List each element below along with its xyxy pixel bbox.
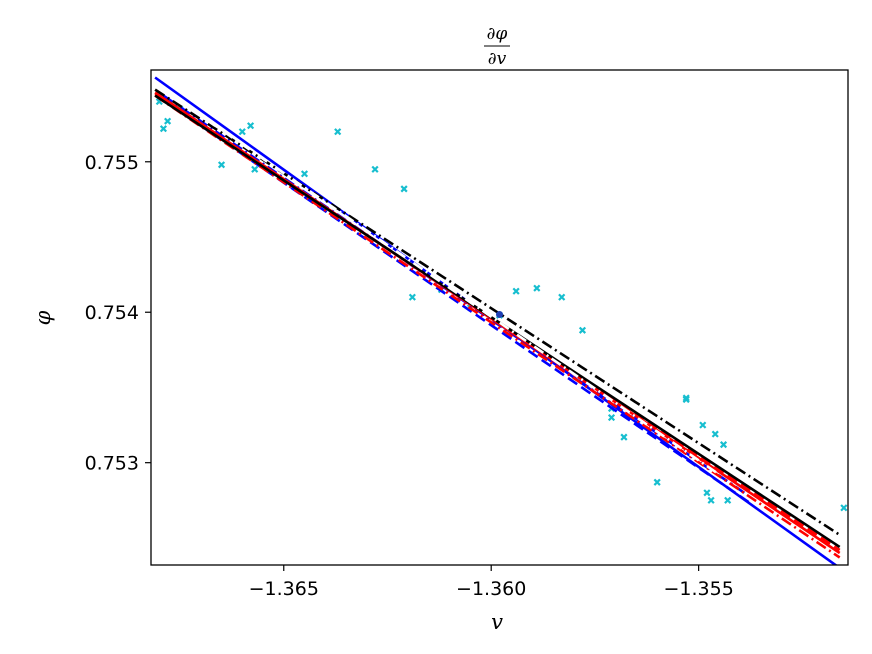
scatter-point [558, 293, 566, 301]
scatter-point [251, 165, 259, 173]
plot-frame [150, 69, 849, 566]
scatter-point [164, 117, 172, 125]
scatter-point [724, 496, 732, 504]
scatter-point [334, 128, 342, 136]
title-denominator: ∂v [488, 49, 507, 69]
x-tick-label: −1.360 [456, 578, 526, 600]
ticks-layer: −1.365 −1.360 −1.355 0.753 0.754 0.755 [85, 152, 734, 600]
scatter-point [620, 433, 628, 441]
scatter-point [703, 489, 711, 497]
x-tick-label: −1.355 [663, 578, 733, 600]
scatter-point [840, 504, 848, 512]
center-point [496, 310, 503, 318]
scatter-point [682, 394, 690, 402]
scatter-point [607, 413, 616, 422]
scatter-point [246, 122, 255, 130]
scatter-point [371, 165, 379, 173]
scatter-point [159, 125, 168, 133]
y-axis-label: φ [31, 310, 55, 325]
scatter-point [578, 326, 587, 334]
chart-title: ∂φ ∂v [484, 24, 510, 69]
x-tick-label: −1.365 [249, 578, 319, 600]
y-tick-label: 0.753 [85, 453, 139, 475]
title-numerator: ∂φ [487, 24, 508, 44]
scatter-point [300, 170, 309, 178]
y-tick-label: 0.755 [85, 152, 139, 174]
scatter-point [400, 185, 408, 193]
scatter-point [408, 293, 416, 301]
scatter-point [217, 161, 226, 169]
series-line [170, 94, 721, 476]
scatter-point [533, 284, 541, 292]
scatter-point [653, 478, 661, 486]
series-line [154, 94, 841, 548]
scatter-point [719, 441, 728, 449]
scatter-point [512, 287, 520, 295]
y-tick-label: 0.754 [85, 302, 139, 324]
series-line [154, 94, 841, 559]
x-axis-label: v [491, 610, 503, 634]
plot-layer [154, 76, 848, 565]
scatter-point [711, 430, 719, 438]
scatter-point [699, 421, 707, 429]
scatter-point [707, 496, 715, 504]
scatter-point [238, 128, 246, 136]
